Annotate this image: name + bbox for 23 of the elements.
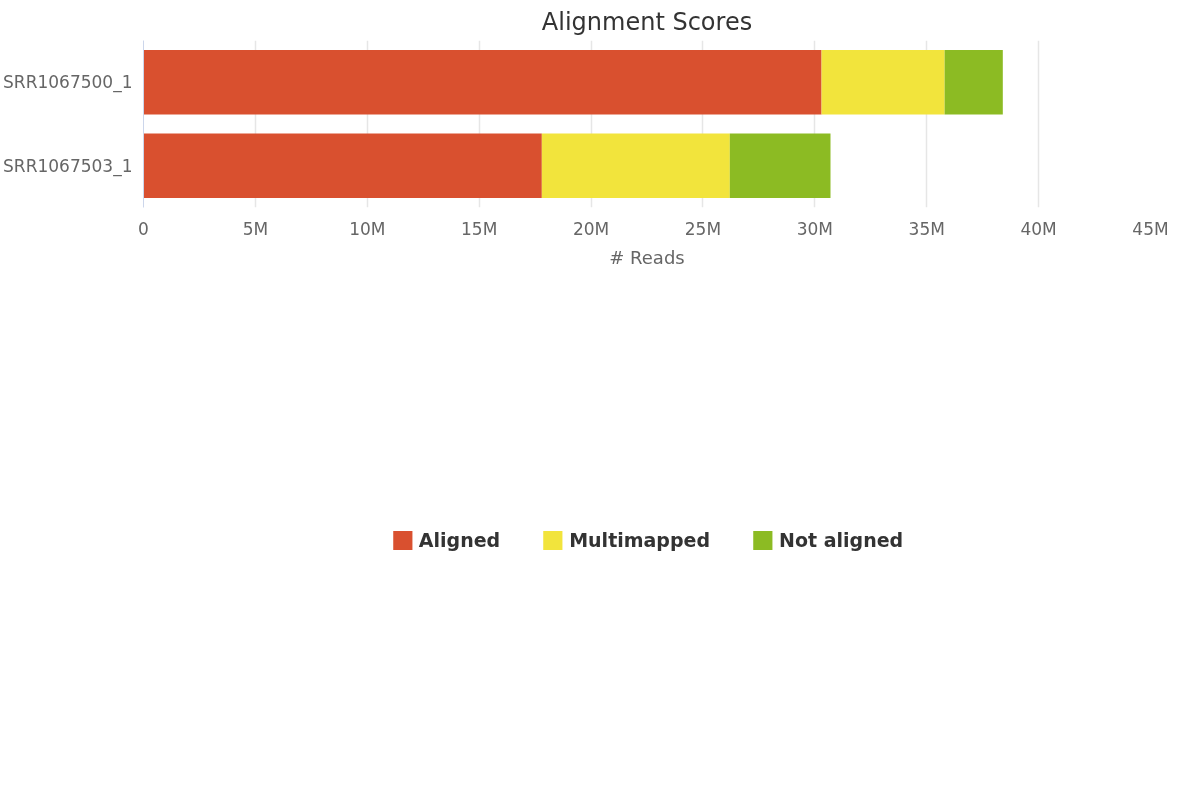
x-tick-label: 45M (1132, 218, 1169, 239)
bar (729, 133, 831, 198)
legend-label: Not aligned (779, 529, 904, 551)
x-tick-label: 5M (242, 218, 269, 239)
legend-label: Multimapped (569, 529, 711, 551)
x-tick-label: 0 (138, 218, 149, 239)
x-tick-label: 25M (684, 218, 722, 239)
x-axis-title: # Reads (609, 246, 685, 268)
chart-title: Alignment Scores (541, 7, 753, 36)
legend-label: Aligned (418, 529, 501, 551)
x-tick-label: 30M (796, 218, 833, 239)
bar (143, 50, 822, 115)
x-tick-label: 15M (461, 218, 498, 239)
bar (143, 133, 542, 198)
y-tick-label: SRR1067500_1 (3, 72, 133, 94)
x-tick-label: 35M (908, 218, 945, 239)
bar (821, 50, 945, 115)
x-tick-label: 40M (1020, 218, 1057, 239)
bar (944, 50, 1003, 115)
bar (541, 133, 730, 198)
x-tick-label: 10M (349, 218, 386, 239)
y-tick-label: SRR1067503_1 (3, 155, 133, 177)
x-tick-label: 20M (572, 218, 610, 239)
